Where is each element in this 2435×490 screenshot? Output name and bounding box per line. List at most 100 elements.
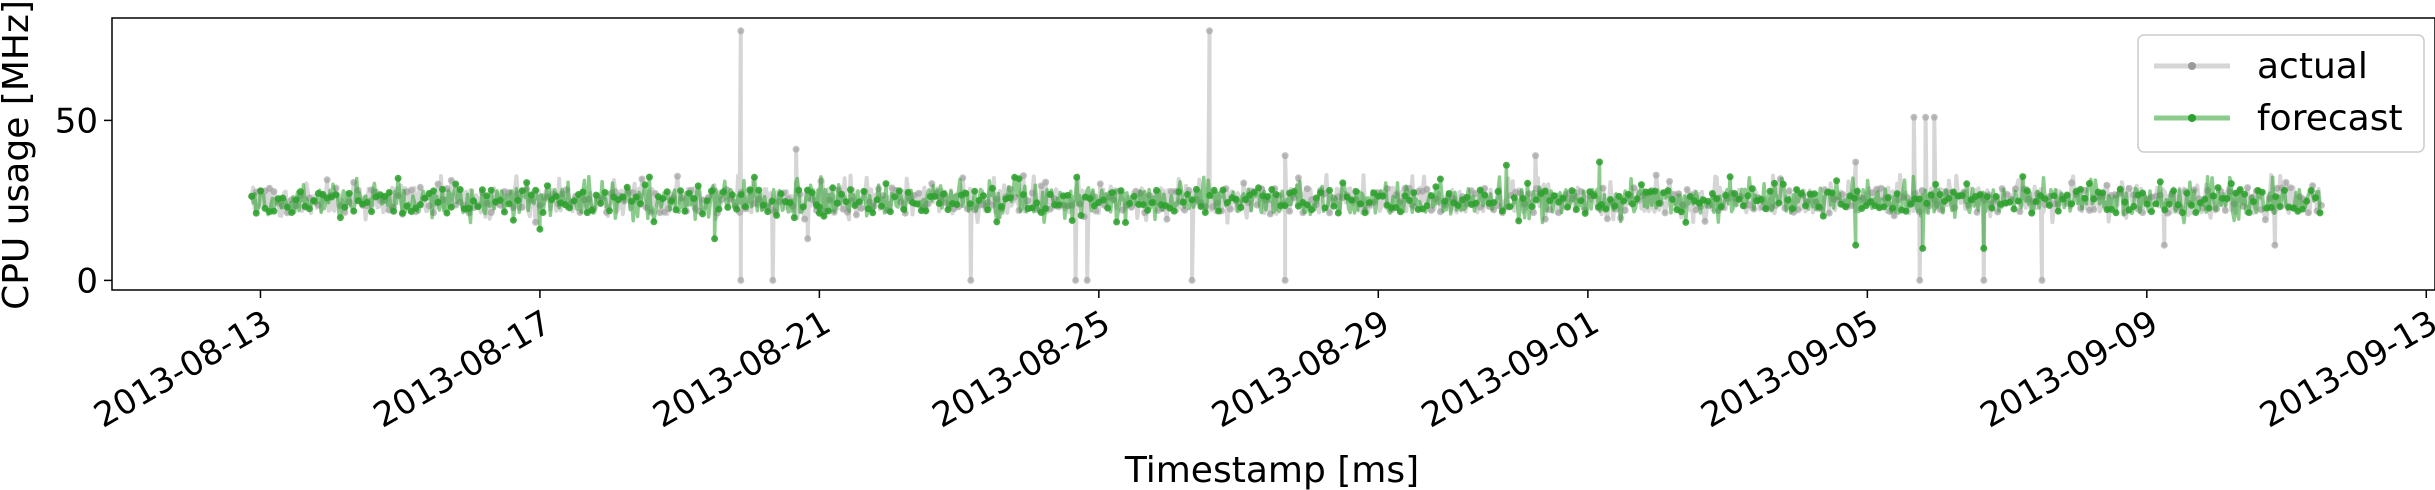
data-point-forecast bbox=[1572, 206, 1580, 213]
data-point-actual bbox=[674, 172, 681, 180]
data-point-forecast bbox=[570, 197, 578, 205]
data-point-forecast bbox=[1197, 203, 1205, 210]
data-point-forecast bbox=[1889, 204, 1897, 212]
data-point-forecast bbox=[1365, 199, 1373, 207]
data-point-forecast bbox=[279, 194, 287, 202]
data-point-forecast bbox=[1396, 208, 1404, 216]
data-point-forecast bbox=[1704, 197, 1712, 205]
data-point-actual bbox=[1096, 180, 1104, 188]
x-tick-label: 2013-08-13 bbox=[87, 303, 278, 436]
data-point-forecast bbox=[1201, 209, 1209, 216]
x-tick-label: 2013-09-05 bbox=[1694, 303, 1885, 436]
data-point-forecast bbox=[592, 191, 600, 199]
data-point-forecast bbox=[690, 195, 698, 202]
data-point-forecast bbox=[1206, 191, 1214, 199]
data-point-forecast bbox=[2032, 198, 2040, 205]
data-point-forecast bbox=[1077, 212, 1085, 219]
data-point-forecast bbox=[1532, 196, 1540, 204]
data-point-forecast bbox=[2312, 194, 2320, 202]
data-point-forecast bbox=[935, 200, 943, 207]
data-point-forecast bbox=[1423, 202, 1431, 210]
data-point-forecast bbox=[2112, 209, 2120, 217]
spike-point-forecast bbox=[1919, 244, 1927, 252]
data-point-actual bbox=[1042, 178, 1050, 186]
x-tick-label: 2013-08-17 bbox=[367, 303, 558, 436]
data-point-forecast bbox=[2170, 187, 2178, 195]
data-point-forecast bbox=[1113, 218, 1121, 226]
data-point-forecast bbox=[2192, 209, 2200, 216]
data-point-forecast bbox=[1677, 208, 1685, 216]
data-point-forecast bbox=[341, 203, 349, 211]
data-point-forecast bbox=[773, 211, 781, 219]
data-point-forecast bbox=[842, 198, 850, 206]
data-point-forecast bbox=[637, 200, 644, 208]
data-point-forecast bbox=[1590, 192, 1598, 200]
data-point-forecast bbox=[2298, 205, 2306, 213]
data-point-forecast bbox=[1410, 189, 1418, 197]
spike-point-actual bbox=[1206, 27, 1213, 35]
data-point-forecast bbox=[1577, 197, 1585, 205]
data-point-forecast bbox=[962, 189, 970, 197]
data-point-actual bbox=[341, 208, 349, 216]
data-point-forecast bbox=[1219, 186, 1227, 194]
data-point-actual bbox=[1326, 209, 1333, 217]
data-point-forecast bbox=[1598, 201, 1605, 208]
data-point-forecast bbox=[1611, 202, 1619, 210]
data-point-forecast bbox=[501, 208, 508, 216]
data-point-forecast bbox=[746, 186, 754, 194]
data-point-forecast bbox=[1153, 186, 1160, 194]
data-point-forecast bbox=[1130, 192, 1138, 200]
data-point-forecast bbox=[737, 191, 745, 198]
data-point-forecast bbox=[1655, 199, 1663, 207]
spike-point-actual bbox=[737, 276, 745, 284]
data-point-forecast bbox=[984, 206, 992, 214]
data-point-forecast bbox=[2006, 198, 2013, 206]
data-point-forecast bbox=[2010, 205, 2018, 213]
data-point-forecast bbox=[1748, 185, 1756, 193]
x-tick-label: 2013-08-25 bbox=[926, 303, 1117, 436]
data-point-forecast bbox=[820, 212, 828, 220]
data-point-forecast bbox=[1321, 204, 1329, 212]
data-point-forecast bbox=[869, 209, 877, 217]
spike-point-actual bbox=[2038, 276, 2046, 284]
data-point-forecast bbox=[2077, 185, 2084, 193]
data-point-forecast bbox=[632, 193, 640, 201]
data-point-forecast bbox=[1726, 173, 1734, 181]
data-point-forecast bbox=[1339, 179, 1347, 187]
data-point-forecast bbox=[2281, 186, 2288, 194]
data-point-forecast bbox=[2045, 201, 2053, 209]
data-point-forecast bbox=[2214, 184, 2222, 192]
data-point-forecast bbox=[336, 214, 344, 222]
data-point-forecast bbox=[1210, 186, 1218, 194]
data-point-forecast bbox=[2227, 180, 2235, 188]
data-point-forecast bbox=[509, 216, 517, 224]
data-point-forecast bbox=[2059, 195, 2067, 203]
data-point-forecast bbox=[601, 189, 609, 196]
x-tick-label: 2013-09-01 bbox=[1415, 303, 1606, 436]
data-point-forecast bbox=[922, 207, 930, 215]
data-point-actual bbox=[2286, 184, 2294, 192]
data-point-forecast bbox=[719, 188, 727, 196]
data-point-actual bbox=[2125, 184, 2133, 192]
data-point-forecast bbox=[421, 194, 429, 202]
data-point-forecast bbox=[363, 199, 371, 206]
data-point-forecast bbox=[1841, 203, 1849, 211]
data-point-forecast bbox=[1880, 203, 1888, 211]
spike-point-actual bbox=[967, 276, 975, 284]
data-point-forecast bbox=[543, 182, 551, 190]
data-point-forecast bbox=[2143, 200, 2151, 208]
data-point-actual bbox=[857, 204, 865, 212]
data-point-actual bbox=[2221, 207, 2229, 214]
data-point-forecast bbox=[288, 209, 296, 216]
data-point-forecast bbox=[1559, 194, 1567, 202]
data-point-forecast bbox=[438, 185, 446, 193]
data-point-actual bbox=[1423, 185, 1431, 193]
data-point-forecast bbox=[483, 192, 491, 200]
data-point-forecast bbox=[2174, 201, 2182, 209]
data-point-forecast bbox=[1762, 205, 1770, 213]
data-point-forecast bbox=[1550, 192, 1558, 200]
spike-point-forecast bbox=[1596, 158, 1603, 166]
data-point-actual bbox=[2304, 209, 2312, 217]
data-point-forecast bbox=[2152, 200, 2160, 208]
data-point-forecast bbox=[641, 181, 649, 189]
